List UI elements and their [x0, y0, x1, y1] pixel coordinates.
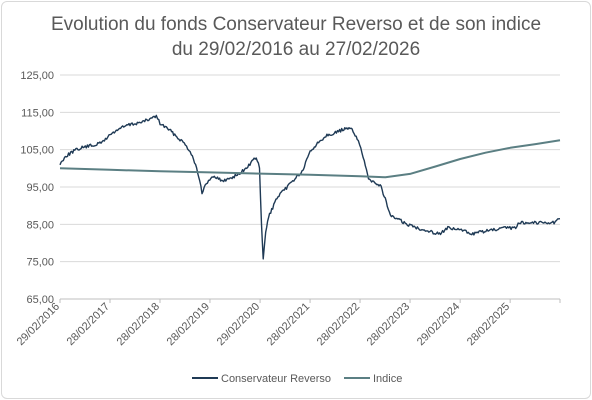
x-tick-label: 29/02/2016: [15, 301, 62, 348]
y-tick-label: 105,00: [20, 145, 54, 157]
legend-label-conservateur-reverso: Conservateur Reverso: [221, 373, 331, 385]
x-tick-label: 29/02/2020: [215, 301, 262, 348]
y-tick-label: 85,00: [26, 219, 54, 231]
series-lines: [59, 114, 561, 260]
x-tick-label: 28/02/2025: [465, 301, 512, 348]
x-axis-ticks: 29/02/2016 28/02/2017 28/02/2018 28/02/2019…: [15, 299, 561, 348]
y-tick-label: 75,00: [26, 257, 54, 269]
y-axis-ticks: 65,00 75,00 85,00 95,00 105,00 115,00 125,00: [20, 70, 54, 306]
y-tick-label: 115,00: [21, 107, 54, 119]
y-tick-label: 95,00: [26, 182, 54, 194]
x-tick-label: 28/02/2021: [265, 301, 312, 348]
legend: Conservateur Reverso Indice: [192, 373, 402, 385]
x-tick-label: 28/02/2022: [315, 301, 362, 348]
x-tick-label: 28/02/2018: [115, 301, 162, 348]
x-tick-label: 29/02/2024: [415, 301, 462, 348]
y-tick-label: 65,00: [26, 294, 54, 306]
series-line-indice: [59, 139, 561, 179]
grid: [60, 74, 560, 300]
x-tick-label: 28/02/2023: [365, 301, 412, 348]
series-line-conservateur-reverso: [59, 114, 561, 260]
legend-label-indice: Indice: [373, 373, 402, 385]
chart-title-line-2: du 29/02/2016 au 27/02/2026: [172, 39, 420, 60]
chart-title-line-1: Evolution du fonds Conservateur Reverso …: [51, 14, 541, 35]
x-tick-label: 28/02/2017: [65, 301, 112, 348]
x-tick-label: 28/02/2019: [165, 301, 212, 348]
y-tick-label: 125,00: [20, 70, 54, 82]
